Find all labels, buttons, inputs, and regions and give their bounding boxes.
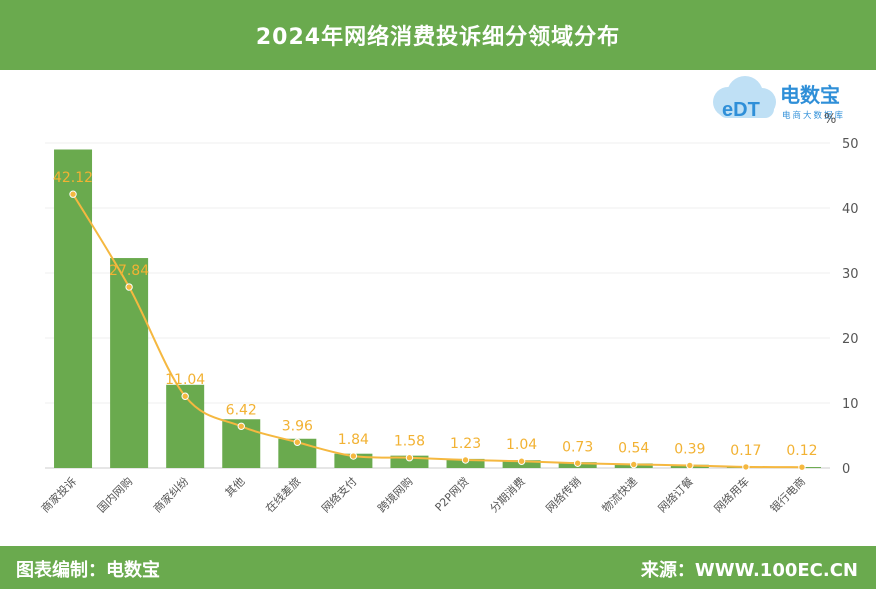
y-unit-label: % — [824, 112, 836, 127]
x-tick-label: 网络支付 — [319, 474, 360, 515]
y-tick-label: 10 — [842, 397, 859, 412]
data-label: 0.17 — [730, 443, 761, 459]
logo-letters: eDT — [722, 99, 760, 121]
line-point — [69, 190, 77, 198]
x-tick-label: 银行电商 — [767, 474, 808, 515]
line-point — [742, 463, 750, 471]
trend-line — [69, 190, 806, 471]
y-tick-label: 50 — [842, 137, 859, 152]
x-tick-label: 网络用车 — [711, 474, 752, 515]
logo-name: 电数宝 — [780, 83, 840, 107]
x-tick-label: 其他 — [223, 475, 248, 500]
y-axis: 0 10 20 30 40 50% — [824, 112, 859, 477]
line-point — [125, 283, 133, 291]
x-tick-label: 国内网购 — [94, 474, 135, 515]
y-tick-label: 20 — [842, 332, 859, 347]
data-label: 27.84 — [109, 263, 149, 279]
data-label: 1.23 — [450, 436, 481, 452]
line-point — [237, 422, 245, 430]
data-label: 1.04 — [506, 437, 537, 453]
data-label: 0.12 — [786, 443, 817, 459]
bar — [110, 258, 149, 468]
y-tick-label: 0 — [842, 462, 850, 477]
data-label: 42.12 — [53, 170, 93, 186]
gridlines — [45, 142, 830, 469]
data-label: 0.39 — [674, 441, 705, 457]
line-point — [517, 457, 526, 465]
x-tick-label: P2P网贷 — [432, 474, 472, 514]
line-point — [798, 463, 806, 471]
cloud-icon — [713, 76, 776, 118]
x-axis: 商家投诉 国内网购 商家纠纷 其他 在线差旅 网络支付 跨境网购 P2P网贷 分期消费 网络传销物… — [38, 474, 808, 515]
line-point — [405, 454, 414, 462]
line-point — [686, 461, 694, 470]
line-point — [181, 392, 189, 400]
line-point — [461, 456, 470, 464]
x-tick-label: 商家投诉 — [38, 474, 79, 515]
data-label: 0.73 — [562, 439, 593, 455]
logo-tagline: 电商大数据库 — [782, 110, 845, 121]
bars — [54, 149, 821, 468]
edt-logo: eDT 电数宝 电商大数据库 — [713, 76, 845, 121]
data-label: 1.58 — [394, 434, 425, 450]
bar — [54, 149, 93, 468]
footer-credit: 图表编制：电数宝 — [16, 560, 160, 581]
x-tick-label: 跨境网购 — [375, 474, 416, 515]
data-label: 0.54 — [618, 440, 649, 456]
data-labels: 42.12 27.84 11.04 6.42 3.96 1.84 1.58 1.23 1.04 0… — [53, 170, 818, 459]
data-label: 6.42 — [226, 402, 257, 418]
x-tick-label: 网络订餐 — [655, 474, 696, 515]
line-point — [293, 438, 302, 446]
chart-title: 2024年网络消费投诉细分领域分布 — [0, 0, 876, 70]
line-point — [630, 460, 638, 469]
x-tick-label: 在线差旅 — [262, 474, 303, 515]
footer-source: 来源：WWW.100EC.CN — [640, 560, 858, 581]
x-tick-label: 分期消费 — [487, 474, 528, 515]
y-tick-label: 40 — [842, 202, 859, 217]
bar-line-chart: 42.12 27.84 11.04 6.42 3.96 1.84 1.58 1.23 1.04 0… — [38, 112, 859, 515]
x-tick-label: 物流快递 — [599, 474, 640, 515]
data-label: 11.04 — [165, 372, 205, 388]
line-point — [349, 452, 358, 460]
y-tick-label: 30 — [842, 267, 859, 282]
footer-bar: 图表编制：电数宝 来源：WWW.100EC.CN — [0, 546, 876, 589]
line-point — [573, 459, 582, 467]
x-tick-label: 网络传销 — [543, 474, 584, 515]
x-tick-label: 商家纠纷 — [150, 474, 191, 515]
data-label: 3.96 — [282, 418, 313, 434]
data-label: 1.84 — [338, 432, 369, 448]
